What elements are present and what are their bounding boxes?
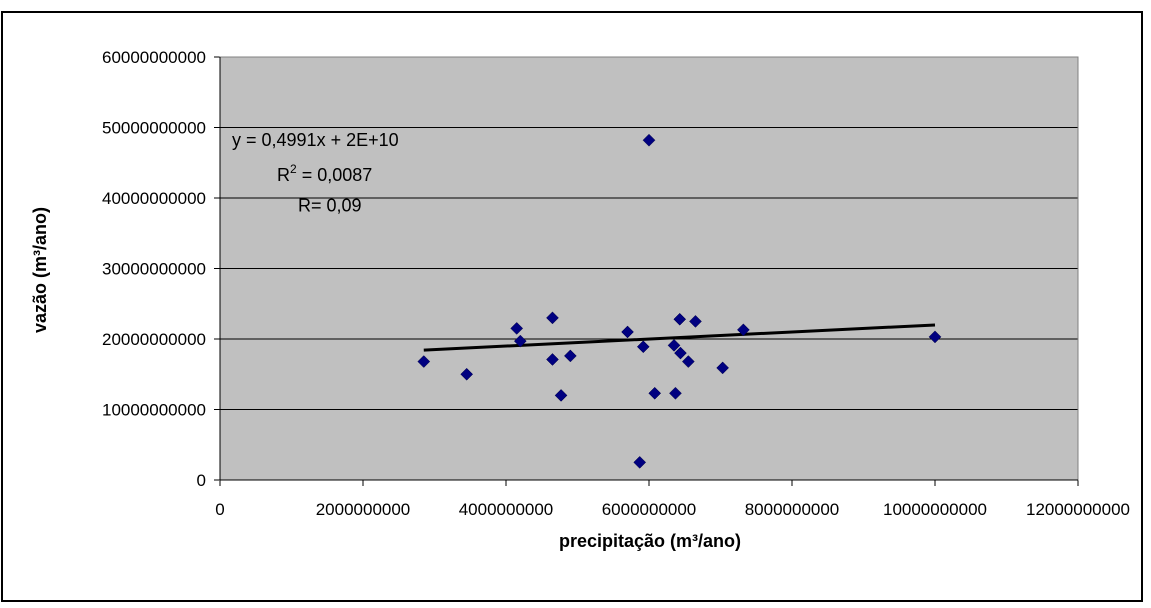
data-point [673, 312, 687, 326]
data-point [669, 386, 682, 400]
y-tick-label: 50000000000 [102, 119, 206, 138]
data-point [642, 133, 656, 147]
data-point [510, 322, 524, 335]
data-point [554, 389, 568, 402]
trendline-group [423, 323, 936, 352]
data-point [681, 355, 695, 368]
x-axis-title: precipitação (m³/ano) [559, 531, 741, 551]
data-point [513, 334, 527, 348]
y-tick-labels: 0 10000000000 20000000000 30000000000 400000… [102, 48, 206, 490]
data-point [417, 355, 431, 368]
data-point [460, 367, 474, 381]
x-tick-labels: 0 2000000000 4000000000 6000000000 800000000… [215, 500, 1130, 519]
data-point [667, 338, 681, 352]
data-point [928, 330, 942, 344]
x-tick-label: 4000000000 [459, 500, 554, 519]
x-tick-label: 2000000000 [316, 500, 411, 519]
y-tick-label: 40000000000 [102, 189, 206, 208]
x-tick-label: 10000000000 [883, 500, 987, 519]
data-point [546, 311, 559, 325]
data-point [648, 386, 662, 400]
y-tick-label: 10000000000 [102, 401, 206, 420]
data-point [621, 325, 634, 339]
data-point [563, 349, 577, 363]
r-squared-exponent: 2 [290, 162, 297, 176]
axes [214, 56, 1079, 486]
data-point [674, 346, 687, 360]
data-point [689, 315, 702, 328]
y-tick-label: 30000000000 [102, 260, 206, 279]
data-points [417, 133, 942, 469]
x-tick-label: 0 [215, 500, 224, 519]
data-point [737, 323, 750, 337]
y-tick-label: 0 [197, 471, 206, 490]
x-tick-label: 12000000000 [1026, 500, 1130, 519]
r-squared-value: = 0,0087 [297, 165, 373, 185]
r-squared-r: R [277, 165, 290, 185]
y-axis-title: vazão (m³/ano) [30, 207, 50, 333]
data-point [633, 456, 647, 469]
data-point [546, 353, 559, 366]
r-value-label: R= 0,09 [298, 195, 362, 215]
y-tick-label: 20000000000 [102, 330, 206, 349]
data-point [636, 340, 650, 354]
trendline-equation: y = 0,4991x + 2E+10 [232, 130, 399, 150]
x-tick-label: 8000000000 [745, 500, 840, 519]
y-tick-label: 60000000000 [102, 48, 206, 67]
x-tick-label: 6000000000 [602, 500, 697, 519]
trendline [423, 323, 936, 352]
data-point [716, 361, 729, 375]
r-squared-label: R2 = 0,0087 [277, 162, 372, 185]
